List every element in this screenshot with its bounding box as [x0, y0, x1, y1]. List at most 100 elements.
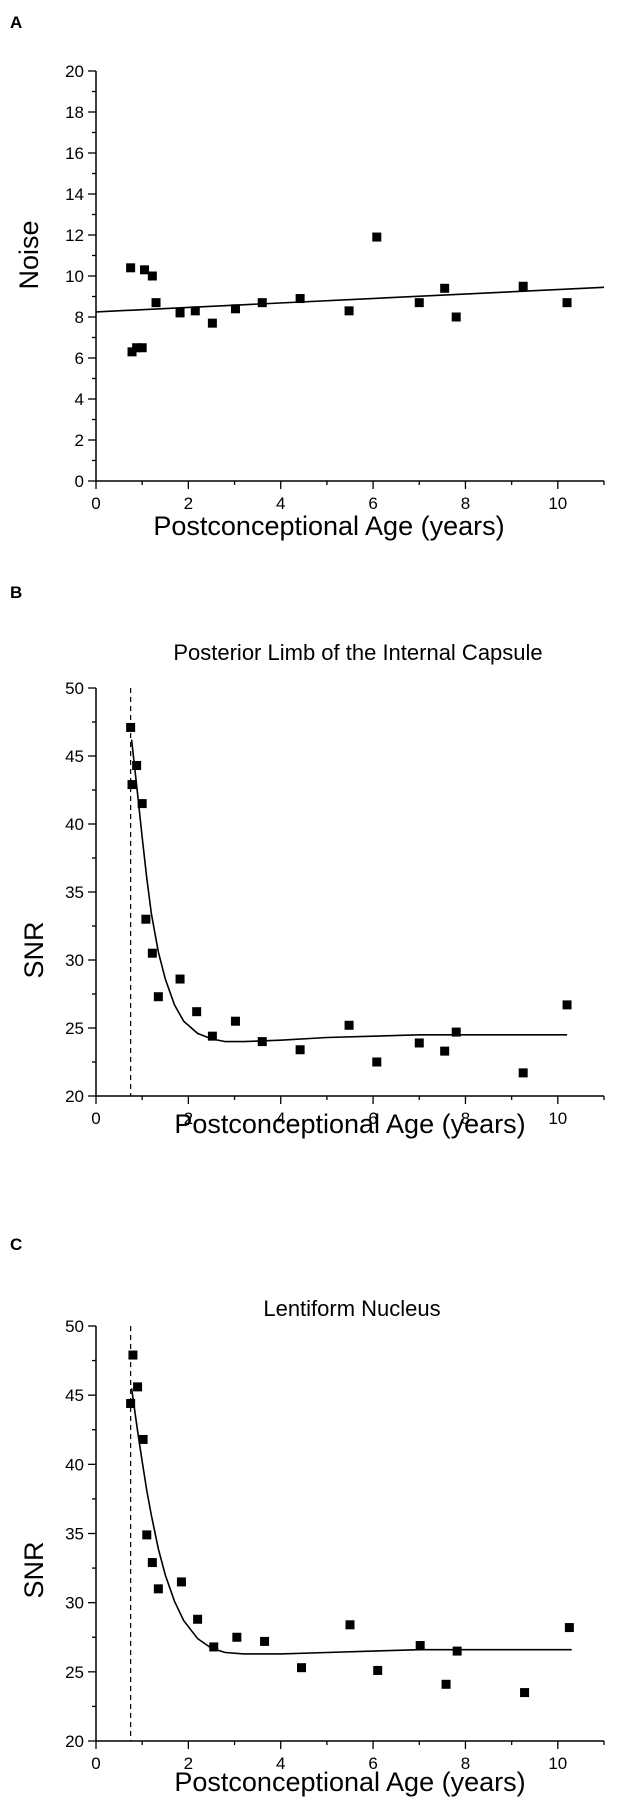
x-tick-label: 4	[276, 1754, 285, 1773]
panel-letter: A	[10, 13, 22, 32]
y-tick-label: 18	[65, 103, 84, 122]
data-point	[230, 304, 240, 314]
y-axis-title: Noise	[14, 220, 44, 289]
data-point	[128, 1350, 138, 1360]
data-point	[176, 1577, 186, 1587]
x-tick-label: 6	[368, 1109, 377, 1128]
data-point	[451, 312, 461, 322]
data-point	[564, 1623, 574, 1633]
data-point	[151, 298, 161, 308]
x-tick-label: 2	[184, 1109, 193, 1128]
data-point	[139, 265, 149, 275]
data-point	[207, 318, 217, 328]
data-point	[153, 1584, 163, 1594]
fit-curve	[95, 286, 605, 313]
x-tick-label: 8	[461, 1754, 470, 1773]
y-tick-label: 20	[65, 1732, 84, 1751]
x-tick-label: 6	[368, 1754, 377, 1773]
y-tick-label: 30	[65, 1594, 84, 1613]
data-point	[260, 1636, 270, 1646]
data-point	[440, 1046, 450, 1056]
x-tick-label: 8	[461, 1109, 470, 1128]
data-point	[133, 1382, 143, 1392]
data-point	[297, 1663, 307, 1673]
y-tick-label: 20	[65, 1087, 84, 1106]
y-tick-label: 4	[75, 390, 84, 409]
y-tick-label: 16	[65, 144, 84, 163]
y-tick-label: 45	[65, 1386, 84, 1405]
chart-panel-c: C Lentiform Nucleus 20 25 30 35 40 45 50 0 2 4 6 8 1…	[10, 1235, 605, 1797]
data-point	[209, 1642, 219, 1652]
chart-title: Posterior Limb of the Internal Capsule	[173, 640, 542, 665]
data-point	[562, 1000, 572, 1010]
data-point	[126, 1398, 136, 1408]
y-tick-label: 35	[65, 1525, 84, 1544]
data-point	[452, 1646, 462, 1656]
y-tick-label: 25	[65, 1663, 84, 1682]
y-tick-label: 30	[65, 951, 84, 970]
data-point	[373, 1665, 383, 1675]
data-point	[451, 1027, 461, 1037]
data-point	[518, 281, 528, 291]
data-point	[126, 263, 136, 273]
chart-panel-a: A 0 2 4 6 8 10 12 14 16 18 20 0 2 4 6 8 10 Noise Postcon…	[10, 13, 605, 541]
data-point	[175, 308, 185, 318]
data-point	[127, 780, 137, 790]
data-point	[414, 298, 424, 308]
y-tick-label: 0	[75, 472, 84, 491]
chart-title: Lentiform Nucleus	[263, 1296, 440, 1321]
y-tick-label: 10	[65, 267, 84, 286]
x-tick-label: 0	[91, 1109, 100, 1128]
data-point	[138, 1434, 148, 1444]
y-tick-label: 50	[65, 1317, 84, 1336]
x-tick-label: 2	[184, 494, 193, 513]
data-point	[372, 1057, 382, 1067]
x-tick-label: 8	[461, 494, 470, 513]
data-point	[344, 1020, 354, 1030]
data-point	[193, 1614, 203, 1624]
x-tick-label: 0	[91, 494, 100, 513]
data-point	[440, 283, 450, 293]
x-tick-label: 0	[91, 1754, 100, 1773]
y-tick-label: 40	[65, 1455, 84, 1474]
x-axis-title: Postconceptional Age (years)	[174, 1109, 525, 1139]
data-point	[126, 722, 136, 732]
x-axis-title: Postconceptional Age (years)	[174, 1767, 525, 1797]
data-point	[207, 1031, 217, 1041]
x-tick-label: 4	[276, 1109, 285, 1128]
y-tick-label: 35	[65, 883, 84, 902]
data-point	[127, 347, 137, 357]
data-point	[520, 1688, 530, 1698]
data-point	[441, 1679, 451, 1689]
y-tick-label: 40	[65, 815, 84, 834]
data-point	[414, 1038, 424, 1048]
data-point	[257, 1037, 267, 1047]
data-point	[232, 1632, 242, 1642]
y-tick-label: 6	[75, 349, 84, 368]
y-tick-label: 50	[65, 679, 84, 698]
data-point	[230, 1016, 240, 1026]
y-tick-label: 25	[65, 1019, 84, 1038]
data-point	[132, 761, 142, 771]
data-point	[562, 298, 572, 308]
data-point	[345, 1620, 355, 1630]
data-point	[257, 298, 267, 308]
data-point	[137, 343, 147, 353]
y-tick-label: 14	[65, 185, 84, 204]
x-tick-label: 2	[184, 1754, 193, 1773]
data-point	[344, 306, 354, 316]
y-tick-label: 45	[65, 747, 84, 766]
data-point	[415, 1641, 425, 1651]
data-point	[132, 343, 142, 353]
fit-curve	[130, 1388, 572, 1655]
panel-letter: C	[10, 1235, 22, 1254]
panel-letter: B	[10, 583, 22, 602]
data-point	[147, 271, 157, 281]
data-point	[142, 1530, 152, 1540]
chart-panel-b: B Posterior Limb of the Internal Capsule…	[10, 583, 605, 1139]
fit-curve	[130, 739, 568, 1043]
data-point	[175, 974, 185, 984]
data-point	[295, 1045, 305, 1055]
data-point	[141, 914, 151, 924]
data-point	[192, 1007, 202, 1017]
